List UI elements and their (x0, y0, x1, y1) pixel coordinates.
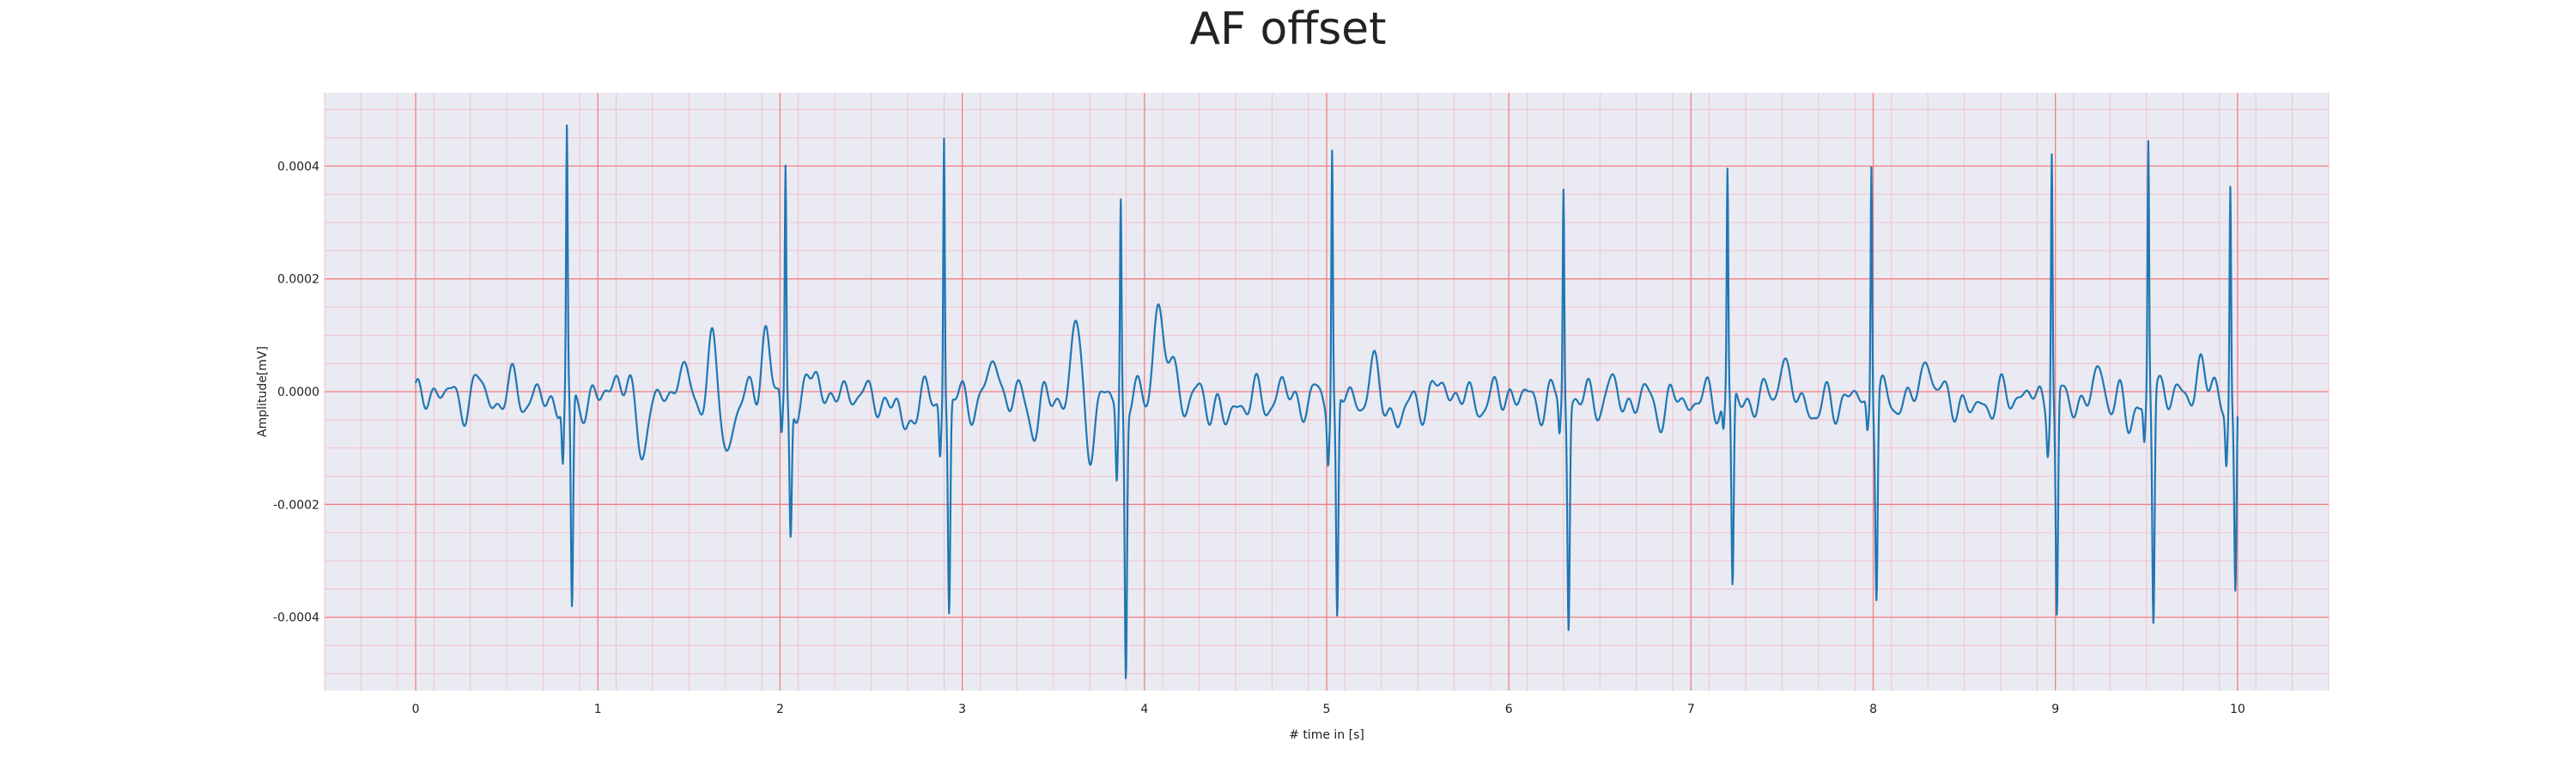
y-tick-label: 0.0004 (277, 160, 319, 173)
x-tick-label: 1 (594, 703, 602, 716)
x-tick-label: 0 (412, 703, 420, 716)
chart-title: AF offset (1189, 3, 1387, 55)
x-axis-label: # time in [s] (1289, 728, 1364, 742)
x-tick-label: 7 (1687, 703, 1695, 716)
y-axis-ticks: -0.0004 -0.0002 0.0000 0.0002 0.0004 (273, 160, 319, 624)
y-axis-label: Amplitude[mV] (256, 346, 270, 437)
x-tick-label: 2 (776, 703, 784, 716)
y-tick-label: 0.0000 (277, 386, 319, 399)
x-tick-label: 9 (2051, 703, 2059, 716)
y-tick-label: 0.0002 (277, 273, 319, 287)
x-tick-label: 4 (1140, 703, 1148, 716)
x-tick-label: 3 (958, 703, 966, 716)
x-tick-label: 10 (2230, 703, 2245, 716)
y-tick-label: -0.0004 (273, 612, 319, 625)
x-tick-label: 6 (1505, 703, 1513, 716)
ecg-signal-line (415, 124, 2239, 679)
x-tick-label: 8 (1869, 703, 1877, 716)
x-tick-label: 5 (1323, 703, 1331, 716)
x-axis-ticks: 0 1 2 3 4 5 6 7 8 9 10 (412, 703, 2245, 716)
y-tick-label: -0.0002 (273, 498, 319, 512)
